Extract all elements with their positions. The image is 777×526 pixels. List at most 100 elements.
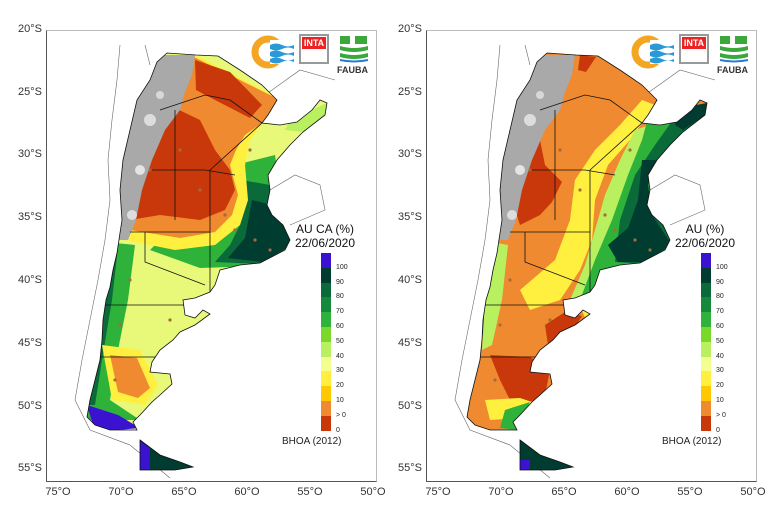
latitude-label: 25°S <box>18 86 42 98</box>
map-title: AU (%) <box>685 222 725 236</box>
legend-tick-label: 70 <box>336 308 344 316</box>
weather-station-dot <box>528 168 532 172</box>
fauba-logo-text: FAUBA <box>717 65 748 75</box>
legend-color-swatch <box>701 371 711 387</box>
latitude-label: 55°S <box>398 462 422 474</box>
legend-color-swatch <box>701 297 711 313</box>
map-frame <box>46 30 377 482</box>
legend-tick-label: 60 <box>336 323 344 330</box>
legend-color-swatch <box>701 282 711 298</box>
latitude-label: 45°S <box>18 337 42 349</box>
legend-color-swatch <box>321 282 331 298</box>
latitude-label: 35°S <box>398 211 422 223</box>
latitude-label: 25°S <box>398 86 422 98</box>
source-label: BHOA (2012) <box>662 436 722 447</box>
latitude-label: 40°S <box>18 274 42 286</box>
argentina-outline <box>86 52 328 471</box>
legend-tick-label: 30 <box>716 367 724 375</box>
legend-color-swatch <box>321 371 331 387</box>
weather-station-dot <box>248 148 252 152</box>
longitude-label: 75°O <box>425 486 451 498</box>
longitude-label: 55°O <box>297 486 323 498</box>
soil-water-map <box>454 44 716 479</box>
longitude-label: 50°O <box>740 486 766 498</box>
weather-station-dot <box>558 148 562 152</box>
weather-station-dot <box>633 238 637 242</box>
legend-color-swatch <box>701 327 711 343</box>
weather-station-dot <box>603 213 607 217</box>
legend-tick-label: 20 <box>336 382 344 390</box>
legend-color-swatch <box>321 267 331 284</box>
map-panel-au-ca: 20°S 25°S 30°S 35°S 40°S 45°S 50°S 55°S 75°O 70°O… <box>0 0 386 526</box>
inta-logo: INTA <box>679 34 709 64</box>
weather-station-dot <box>233 228 237 232</box>
weather-station-dot <box>113 378 117 382</box>
legend-tick-label: > 0 <box>716 411 726 419</box>
legend-tick-label: 10 <box>716 397 724 404</box>
legend-color-swatch <box>701 386 711 402</box>
moisture-zones <box>87 53 327 470</box>
logos <box>251 34 370 69</box>
map-title: AU CA (%) <box>295 222 354 236</box>
legend-tick-label: 40 <box>336 352 344 360</box>
weather-station-dot <box>628 148 632 152</box>
weather-station-dot <box>578 188 582 192</box>
legend-color-swatch <box>701 312 711 328</box>
legend-tick-label: 90 <box>716 278 724 286</box>
fauba-logo-icon <box>718 34 750 63</box>
longitude-label: 70°O <box>488 486 514 498</box>
legend-color-swatch <box>701 341 711 358</box>
latitude-label: 50°S <box>18 400 42 412</box>
argentina-outline <box>466 52 708 471</box>
legend-color-swatch <box>701 415 711 432</box>
legend-tick-label: 80 <box>716 293 724 301</box>
legend-color-swatch <box>321 401 331 417</box>
institution-c-logo-icon <box>631 35 676 69</box>
latitude-label: 40°S <box>398 274 422 286</box>
longitude-label: 50°O <box>360 486 386 498</box>
legend-tick-label: 100 <box>336 263 348 271</box>
longitude-label: 55°O <box>677 486 703 498</box>
weather-station-dot <box>128 278 132 282</box>
longitude-label: 60°O <box>614 486 640 498</box>
legend-tick-label: 20 <box>716 382 724 390</box>
longitude-label: 70°O <box>108 486 134 498</box>
inta-logo-text: INTA <box>302 37 326 49</box>
legend-tick-label: 10 <box>336 397 344 404</box>
map-frame <box>426 30 757 482</box>
map-panel-au: 20°S 25°S 30°S 35°S 40°S 45°S 50°S 55°S 75°O 70°O… <box>380 0 766 526</box>
weather-station-dot <box>268 248 272 252</box>
legend-color-swatch <box>321 253 331 269</box>
weather-station-dot <box>498 323 502 327</box>
longitude-label: 65°O <box>171 486 197 498</box>
institution-c-logo-icon <box>251 35 296 69</box>
legend-color-swatch <box>701 401 711 417</box>
weather-station-dot <box>253 238 257 242</box>
legend-tick-label: 0 <box>336 426 340 434</box>
weather-station-dot <box>178 148 182 152</box>
legend-tick-label: 0 <box>716 426 720 434</box>
legend-tick-label: 70 <box>716 308 724 316</box>
weather-station-dot <box>613 228 617 232</box>
legend-color-swatch <box>321 341 331 358</box>
longitude-label: 75°O <box>45 486 71 498</box>
weather-station-dot <box>493 378 497 382</box>
latitude-label: 35°S <box>18 211 42 223</box>
legend-color-swatch <box>701 253 711 269</box>
source-label: BHOA (2012) <box>282 436 342 447</box>
latitude-label: 55°S <box>18 462 42 474</box>
legend-color-swatch <box>321 356 331 372</box>
latitude-label: 20°S <box>18 23 42 35</box>
legend-color-swatch <box>321 386 331 402</box>
weather-station-dot <box>198 188 202 192</box>
latitude-label: 30°S <box>398 148 422 160</box>
legend-color-swatch <box>701 356 711 372</box>
legend-tick-label: 80 <box>336 293 344 301</box>
legend-tick-label: 50 <box>716 337 724 345</box>
latitude-label: 50°S <box>398 400 422 412</box>
latitude-label: 20°S <box>398 23 422 35</box>
weather-station-dot <box>148 168 152 172</box>
weather-station-dot <box>223 213 227 217</box>
weather-station-dot <box>508 278 512 282</box>
fauba-logo-icon <box>338 34 370 63</box>
